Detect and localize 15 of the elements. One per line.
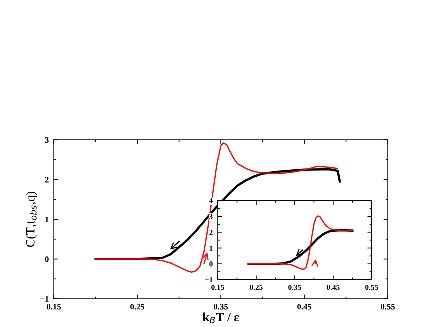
line-series [95, 142, 339, 274]
line-series [248, 216, 354, 270]
y-tick-label: 0 [45, 256, 49, 262]
x-axis-title: k$_{B}$T / ε [202, 312, 240, 324]
x-tick-label: 0.55 [381, 304, 396, 310]
line-series [248, 229, 354, 266]
x-tick-label: 0.35 [214, 304, 228, 310]
x-tick-label: 0.25 [130, 304, 145, 310]
y-tick-label: 1 [46, 216, 49, 222]
y-tick-label: −1 [40, 296, 49, 302]
y-tick-label: 3 [45, 137, 49, 144]
y-axis-title: C(T,t$_{obs}$,q) [26, 192, 38, 248]
y-tick-label: 2 [45, 177, 49, 183]
x-tick-label: 0.15 [47, 304, 62, 310]
x-tick-label: 0.45 [298, 304, 312, 310]
